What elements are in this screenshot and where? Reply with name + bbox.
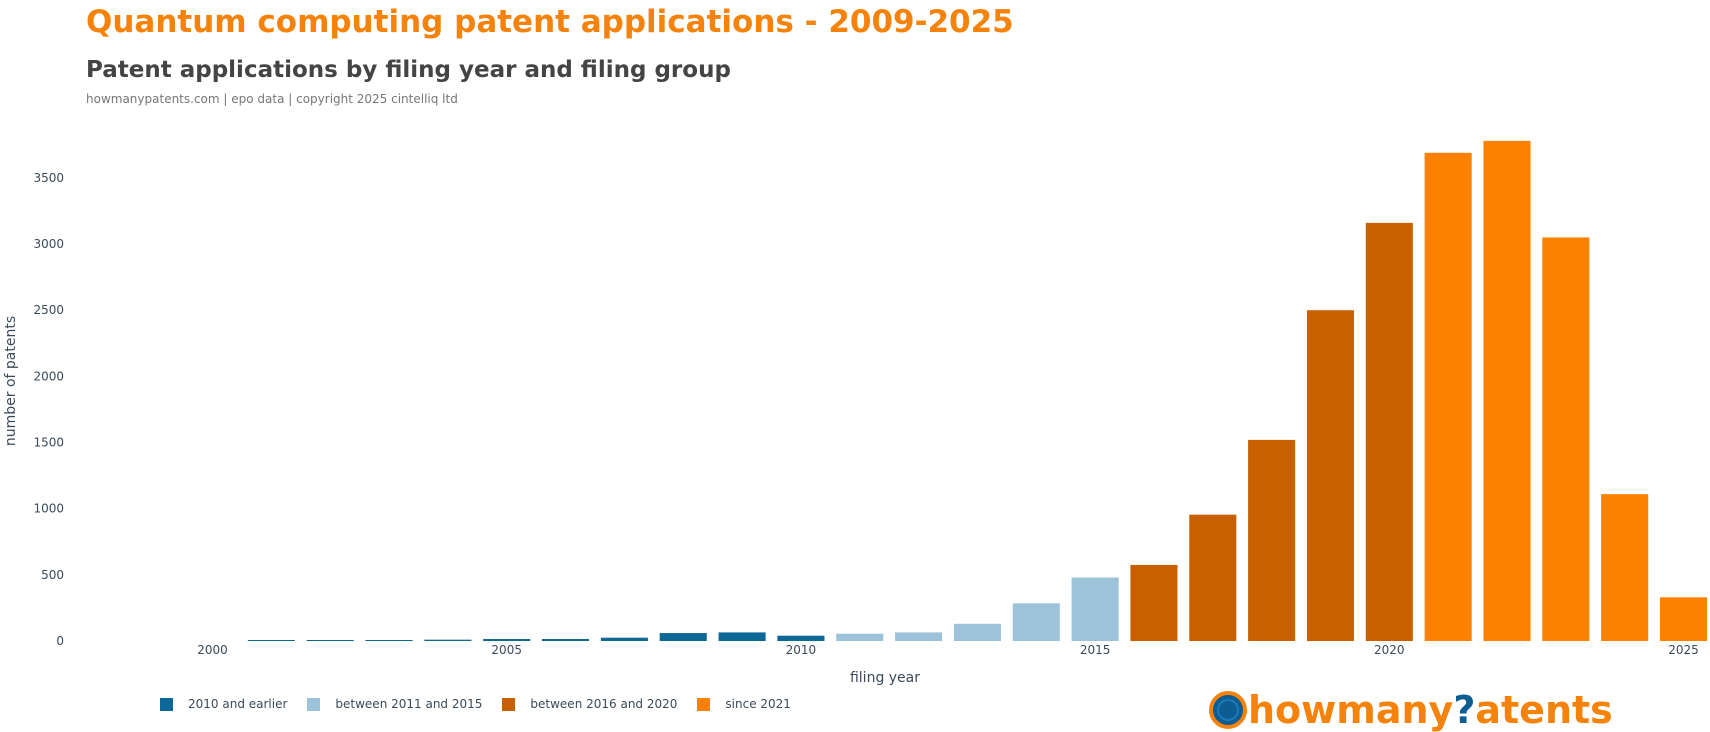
bars <box>248 141 1707 641</box>
bar-2014[interactable] <box>1013 603 1060 641</box>
x-tick-label: 2015 <box>1080 643 1111 657</box>
bar-2020[interactable] <box>1366 223 1413 641</box>
bar-2025[interactable] <box>1660 597 1707 641</box>
legend-swatch <box>307 698 320 711</box>
y-tick-label: 2500 <box>33 303 64 317</box>
bar-2023[interactable] <box>1542 237 1589 641</box>
bar-2002[interactable] <box>307 640 354 641</box>
x-axis-title: filing year <box>850 670 920 686</box>
bar-2012[interactable] <box>895 632 942 641</box>
x-tick-label: 2000 <box>197 643 228 657</box>
logo-suffix: atents <box>1475 688 1612 732</box>
y-tick-label: 1500 <box>33 436 64 450</box>
y-tick-label: 1000 <box>33 502 64 516</box>
bar-2007[interactable] <box>601 638 648 641</box>
bar-2021[interactable] <box>1425 153 1472 641</box>
bar-2009[interactable] <box>719 632 766 641</box>
bar-2017[interactable] <box>1189 515 1236 641</box>
legend-item[interactable]: 2010 and earlier <box>160 697 287 711</box>
globe-icon <box>1208 690 1248 730</box>
legend: 2010 and earlier between 2011 and 2015 bet… <box>160 697 811 711</box>
y-axis-title: number of patents <box>3 316 19 446</box>
bar-2011[interactable] <box>836 634 883 641</box>
bar-2004[interactable] <box>424 640 471 641</box>
bar-2018[interactable] <box>1248 440 1295 641</box>
x-tick-label: 2025 <box>1668 643 1699 657</box>
x-tick-label: 2010 <box>786 643 817 657</box>
logo-prefix: howmany <box>1248 688 1453 732</box>
brand-logo: howmany?atents <box>1208 690 1613 730</box>
bar-2015[interactable] <box>1072 577 1119 641</box>
legend-item[interactable]: since 2021 <box>697 697 791 711</box>
legend-label: 2010 and earlier <box>188 697 287 711</box>
y-axis: 0 500 1000 1500 2000 2500 3000 3500 <box>33 171 64 648</box>
logo-question-mark: ? <box>1453 688 1475 732</box>
bar-2010[interactable] <box>777 636 824 641</box>
legend-swatch <box>160 698 173 711</box>
legend-item[interactable]: between 2011 and 2015 <box>307 697 482 711</box>
bar-2016[interactable] <box>1130 565 1177 641</box>
bar-2022[interactable] <box>1483 141 1530 641</box>
bar-chart: 0 500 1000 1500 2000 2500 3000 3500 2000 2005 201… <box>0 0 1710 690</box>
bar-2024[interactable] <box>1601 494 1648 641</box>
legend-label: since 2021 <box>725 697 791 711</box>
bar-2008[interactable] <box>660 633 707 641</box>
y-tick-label: 500 <box>41 568 64 582</box>
legend-swatch <box>697 698 710 711</box>
legend-swatch <box>502 698 515 711</box>
bar-2003[interactable] <box>365 640 412 641</box>
y-tick-label: 2000 <box>33 369 64 383</box>
legend-label: between 2016 and 2020 <box>530 697 677 711</box>
legend-label: between 2011 and 2015 <box>335 697 482 711</box>
bar-2005[interactable] <box>483 639 530 641</box>
y-tick-label: 0 <box>56 634 64 648</box>
y-tick-label: 3000 <box>33 237 64 251</box>
y-tick-label: 3500 <box>33 171 64 185</box>
bar-2001[interactable] <box>248 640 295 641</box>
x-axis: 2000 2005 2010 2015 2020 2025 <box>197 643 1699 657</box>
bar-2006[interactable] <box>542 639 589 641</box>
bar-2013[interactable] <box>954 624 1001 641</box>
logo-wordmark: howmany?atents <box>1248 690 1613 730</box>
x-tick-label: 2020 <box>1374 643 1405 657</box>
x-tick-label: 2005 <box>491 643 522 657</box>
bar-2019[interactable] <box>1307 310 1354 641</box>
legend-item[interactable]: between 2016 and 2020 <box>502 697 677 711</box>
